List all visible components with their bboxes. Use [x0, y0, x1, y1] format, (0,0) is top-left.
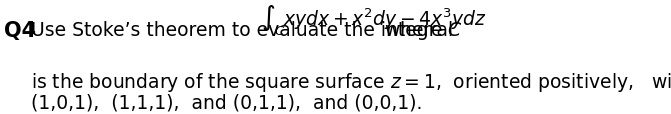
Text: (1,0,1),  (1,1,1),  and (0,1,1),  and (0,0,1).: (1,0,1), (1,1,1), and (0,1,1), and (0,0,… [31, 93, 422, 112]
Text: Use Stoke’s theorem to evaluate the integral: Use Stoke’s theorem to evaluate the inte… [31, 21, 459, 39]
Text: is the boundary of the square surface $z=1$,  oriented positively,   with vertic: is the boundary of the square surface $z… [31, 71, 671, 93]
Text: $\int_C xydx + x^2dy - 4x^3ydz$: $\int_C xydx + x^2dy - 4x^3ydz$ [260, 3, 486, 38]
Text: Q4: Q4 [4, 21, 36, 40]
Text: where $C$: where $C$ [384, 21, 463, 39]
